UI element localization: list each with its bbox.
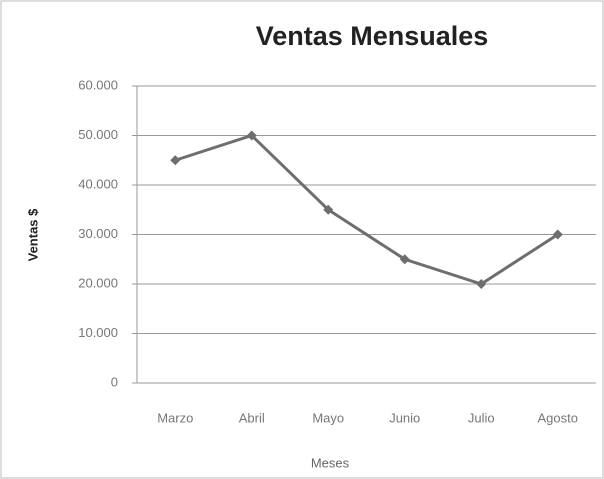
point-marker [170, 155, 181, 166]
chart-title: Ventas Mensuales [256, 21, 489, 51]
point-marker [552, 229, 563, 240]
x-axis-title: Meses [311, 455, 350, 470]
y-tick-label: 50.000 [78, 127, 118, 142]
x-tick-label: Junio [389, 410, 420, 425]
y-tick-label: 30.000 [78, 226, 118, 241]
point-marker [476, 279, 487, 289]
y-axis-title: Ventas $ [25, 208, 40, 262]
y-tick-label: 20.000 [78, 275, 118, 290]
x-tick-label: Abril [239, 410, 265, 425]
x-tick-label: Mayo [312, 410, 344, 425]
y-tick-label: 40.000 [78, 176, 118, 191]
y-tick-label: 10.000 [78, 325, 118, 340]
point-marker [323, 204, 334, 215]
point-marker [246, 130, 257, 141]
x-tick-label: Agosto [538, 410, 578, 425]
line-series [174, 133, 559, 286]
point-marker [399, 254, 410, 265]
y-tick-label: 60.000 [78, 77, 118, 92]
x-tick-label: Julio [468, 410, 495, 425]
y-tick-label: 0 [111, 374, 118, 389]
x-tick-label: Marzo [157, 410, 193, 425]
